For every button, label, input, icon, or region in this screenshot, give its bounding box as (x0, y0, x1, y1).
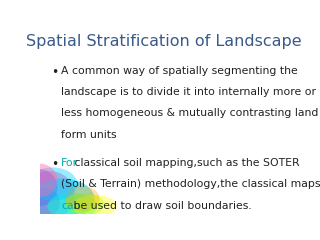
Text: less homogeneous & mutually contrasting land: less homogeneous & mutually contrasting … (61, 108, 318, 118)
Ellipse shape (23, 164, 57, 197)
Ellipse shape (30, 179, 95, 219)
Text: •: • (51, 158, 59, 171)
Text: be used to draw soil boundaries.: be used to draw soil boundaries. (70, 201, 252, 211)
Ellipse shape (72, 195, 117, 217)
Text: For: For (61, 158, 78, 168)
Ellipse shape (65, 193, 105, 216)
Text: Spatial Stratification of Landscape: Spatial Stratification of Landscape (26, 34, 302, 49)
Ellipse shape (23, 169, 57, 206)
Text: landscape is to divide it into internally more or: landscape is to divide it into internall… (61, 87, 316, 97)
Text: (Soil & Terrain) methodology,the classical maps: (Soil & Terrain) methodology,the classic… (61, 180, 320, 189)
Ellipse shape (65, 186, 100, 212)
Ellipse shape (28, 168, 77, 201)
Ellipse shape (25, 171, 75, 219)
Ellipse shape (30, 188, 60, 217)
Text: form units: form units (61, 130, 117, 139)
Text: can: can (61, 201, 81, 211)
Text: classical soil mapping,such as the SOTER: classical soil mapping,such as the SOTER (71, 158, 300, 168)
Ellipse shape (47, 193, 97, 219)
Text: •: • (51, 66, 59, 79)
Text: A common way of spatially segmenting the: A common way of spatially segmenting the (61, 66, 298, 76)
